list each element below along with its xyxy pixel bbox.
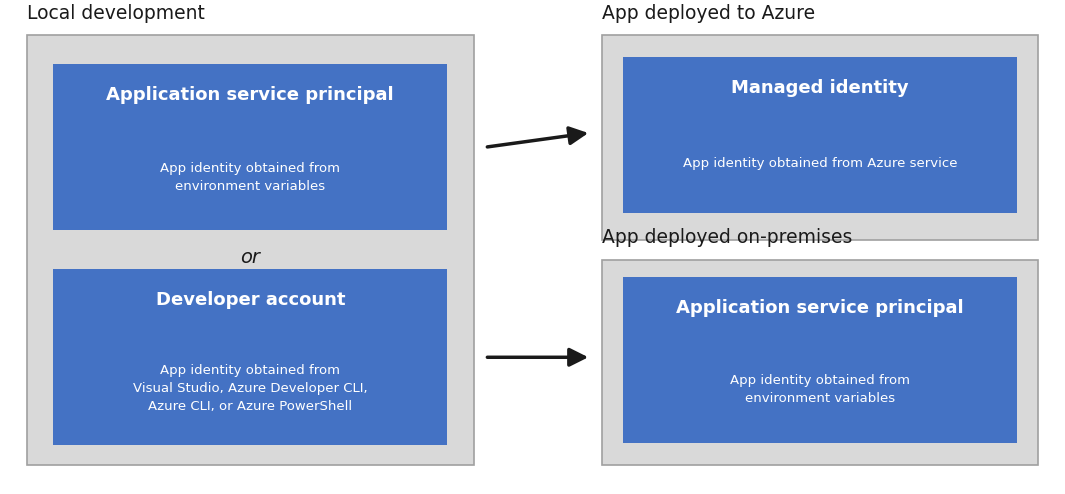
Text: or: or <box>241 247 260 267</box>
Text: Developer account: Developer account <box>155 291 345 309</box>
FancyBboxPatch shape <box>53 64 447 230</box>
FancyBboxPatch shape <box>27 35 474 465</box>
FancyBboxPatch shape <box>53 269 447 445</box>
Text: App identity obtained from
environment variables: App identity obtained from environment v… <box>730 374 911 405</box>
Text: App identity obtained from Azure service: App identity obtained from Azure service <box>683 157 957 170</box>
FancyBboxPatch shape <box>623 57 1017 213</box>
Text: Managed identity: Managed identity <box>732 79 908 97</box>
FancyBboxPatch shape <box>602 260 1038 465</box>
Text: App identity obtained from
environment variables: App identity obtained from environment v… <box>160 162 341 193</box>
Text: Application service principal: Application service principal <box>106 86 394 104</box>
FancyBboxPatch shape <box>623 277 1017 443</box>
Text: Local development: Local development <box>27 4 204 23</box>
Text: App deployed on-premises: App deployed on-premises <box>602 228 852 247</box>
FancyBboxPatch shape <box>602 35 1038 240</box>
Text: Application service principal: Application service principal <box>676 299 964 317</box>
Text: App identity obtained from
Visual Studio, Azure Developer CLI,
Azure CLI, or Azu: App identity obtained from Visual Studio… <box>133 365 367 413</box>
Text: App deployed to Azure: App deployed to Azure <box>602 4 815 23</box>
